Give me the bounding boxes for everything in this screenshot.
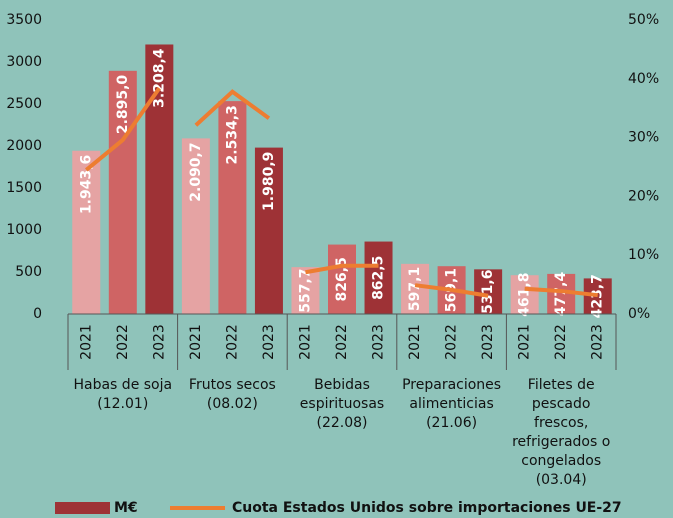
y2-tick-label: 50% [628, 12, 659, 28]
group-label: (08.02) [207, 396, 258, 412]
group-label: frescos, [534, 415, 588, 431]
y-tick-label: 2500 [6, 96, 42, 112]
y-tick-label: 3000 [6, 54, 42, 70]
value-label: 423,7 [590, 274, 606, 318]
x-tick-label: 2022 [553, 324, 569, 360]
x-tick-label: 2022 [334, 324, 350, 360]
value-label: 531,6 [480, 270, 496, 314]
line-series [524, 286, 598, 298]
bar [291, 267, 320, 314]
group-label: pescado [532, 396, 591, 412]
x-tick-label: 2023 [151, 324, 167, 360]
y2-tick-label: 20% [628, 188, 659, 204]
group-label: Filetes de [528, 377, 595, 393]
bar [401, 263, 430, 314]
x-tick-label: 2023 [590, 324, 606, 360]
line-series [305, 263, 379, 275]
group-label: congelados [521, 453, 601, 469]
y-tick-label: 3500 [6, 12, 42, 28]
bar [474, 269, 503, 314]
value-label: 557,7 [297, 268, 313, 312]
value-label: 862,5 [371, 256, 387, 300]
x-tick-label: 2021 [78, 324, 94, 360]
y-tick-label: 1500 [6, 180, 42, 196]
value-label: 597,1 [407, 267, 423, 311]
value-label: 2.534,3 [224, 105, 240, 164]
group-label: alimenticias [409, 396, 493, 412]
group-label: (12.01) [97, 396, 148, 412]
value-label: 1.943,6 [78, 155, 94, 214]
group-label: refrigerados o [512, 434, 610, 450]
bar [108, 70, 137, 314]
y-tick-label: 500 [15, 264, 42, 280]
value-label: 477,4 [553, 272, 569, 317]
y-tick-label: 2000 [6, 138, 42, 154]
group-label: (21.06) [426, 415, 477, 431]
group-label: Preparaciones [402, 377, 501, 393]
legend-label: M€ [114, 500, 138, 516]
value-label: 2.090,7 [188, 142, 204, 201]
group-label: Bebidas [314, 377, 370, 393]
x-tick-label: 2021 [188, 324, 204, 360]
value-label: 461,8 [517, 272, 533, 316]
x-tick-label: 2023 [261, 324, 277, 360]
x-tick-label: 2023 [480, 324, 496, 360]
x-tick-label: 2022 [224, 324, 240, 360]
line-series [414, 283, 489, 298]
value-label: 2.895,0 [115, 75, 131, 135]
line-series [84, 87, 161, 172]
legend-label: Cuota Estados Unidos sobre importaciones… [232, 500, 622, 516]
bar [72, 150, 101, 314]
bar [218, 101, 247, 314]
bar [328, 244, 356, 314]
group-label: espirituosas [300, 396, 384, 412]
x-tick-label: 2023 [371, 324, 387, 360]
y-tick-label: 0 [33, 306, 42, 322]
bar [181, 138, 210, 314]
bar [583, 278, 612, 314]
y2-tick-label: 30% [628, 130, 659, 146]
y2-tick-label: 10% [628, 247, 659, 263]
group-label: Habas de soja [73, 377, 172, 393]
legend-swatch [55, 502, 110, 514]
bar [254, 147, 283, 314]
x-tick-label: 2022 [444, 324, 460, 360]
x-tick-label: 2021 [517, 324, 533, 360]
x-tick-label: 2022 [115, 324, 131, 360]
value-label: 1.980,9 [261, 152, 277, 211]
x-tick-label: 2021 [297, 324, 313, 360]
value-label: 826,5 [334, 257, 350, 301]
group-label: (03.04) [536, 472, 587, 488]
y2-tick-label: 0% [628, 306, 650, 322]
group-label: Frutos secos [189, 377, 276, 393]
x-tick-label: 2021 [407, 324, 423, 360]
group-label: (22.08) [316, 415, 367, 431]
line-series [194, 89, 271, 127]
y-tick-label: 1000 [6, 222, 42, 238]
bar [364, 241, 393, 314]
bar [510, 275, 539, 314]
y2-tick-label: 40% [628, 71, 659, 87]
